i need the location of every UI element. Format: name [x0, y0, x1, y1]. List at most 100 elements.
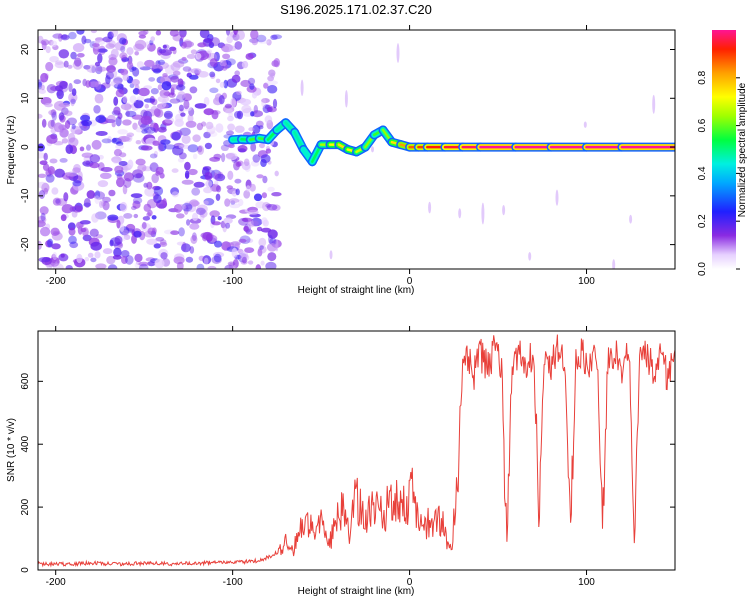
noise-blob — [53, 263, 64, 269]
noise-blob — [222, 53, 231, 60]
noise-blob — [264, 115, 273, 124]
noise-blob — [226, 130, 234, 136]
noise-blob — [138, 87, 150, 97]
noise-blob — [89, 81, 99, 88]
noise-blob — [95, 263, 107, 269]
spectrogram-y-label: Frequency (Hz) — [6, 116, 17, 185]
noise-blob — [73, 79, 82, 85]
noise-blob — [131, 205, 137, 211]
noise-blob — [97, 48, 108, 53]
noise-blob — [184, 204, 193, 210]
noise-blob — [169, 30, 179, 37]
noise-blob — [81, 119, 93, 127]
noise-blob — [159, 241, 168, 247]
noise-blob — [215, 193, 221, 201]
noise-blob — [232, 259, 239, 269]
noise-blob — [105, 74, 111, 85]
noise-blob — [40, 39, 50, 46]
noise-blob — [49, 158, 58, 164]
noise-blob — [245, 53, 254, 60]
noise-blob — [178, 227, 185, 237]
noise-blob — [141, 221, 147, 230]
noise-blob — [157, 126, 167, 133]
noise-blob — [174, 118, 184, 127]
noise-blob — [146, 238, 158, 245]
noise-blob — [209, 71, 216, 78]
noise-blob — [107, 31, 114, 40]
noise-blob — [86, 144, 91, 151]
noise-blob — [111, 156, 122, 164]
noise-blob — [64, 110, 73, 116]
noise-blob — [112, 158, 120, 165]
noise-blob — [196, 263, 205, 269]
noise-blob — [91, 43, 100, 47]
noise-blob — [161, 81, 172, 91]
noise-blob — [257, 248, 263, 257]
noise-blob — [203, 200, 209, 205]
noise-blob — [209, 210, 220, 218]
noise-blob — [229, 203, 241, 209]
noise-blob — [170, 75, 180, 83]
noise-blob — [55, 85, 64, 92]
noise-blob — [45, 174, 55, 183]
noise-blob — [251, 38, 258, 46]
noise-blob — [251, 110, 263, 118]
noise-blob — [219, 59, 228, 67]
noise-blob — [40, 212, 46, 222]
noise-blob — [81, 35, 87, 45]
noise-streak — [629, 214, 633, 224]
noise-blob — [196, 207, 206, 215]
noise-blob — [186, 219, 191, 226]
noise-blob — [181, 56, 187, 61]
noise-blob — [258, 237, 267, 247]
noise-blob — [246, 238, 254, 243]
noise-blob — [123, 178, 132, 188]
noise-blob — [203, 38, 213, 43]
noise-blob — [189, 223, 200, 230]
noise-blob — [231, 247, 238, 258]
noise-blob — [110, 48, 119, 59]
noise-blob — [71, 88, 77, 96]
noise-blob — [187, 168, 198, 176]
noise-blob — [240, 98, 252, 106]
noise-blob — [163, 44, 170, 50]
noise-blob — [160, 252, 168, 260]
noise-blob — [240, 260, 248, 265]
noise-blob — [204, 171, 213, 181]
noise-blob — [112, 75, 123, 85]
noise-blob — [189, 74, 199, 80]
noise-streak — [528, 251, 532, 261]
noise-blob — [213, 172, 218, 180]
noise-blob — [225, 222, 231, 229]
noise-blob — [262, 175, 268, 184]
noise-blob — [52, 33, 63, 39]
noise-blob — [54, 168, 65, 178]
noise-blob — [52, 252, 58, 260]
noise-blob — [63, 60, 69, 68]
noise-blob — [95, 39, 100, 44]
noise-blob — [133, 99, 144, 109]
noise-blob — [177, 91, 186, 100]
noise-blob — [66, 171, 78, 177]
noise-blob — [259, 245, 264, 250]
noise-blob — [216, 185, 222, 193]
noise-blob — [152, 68, 162, 74]
noise-blob — [197, 42, 207, 48]
noise-blob — [113, 96, 119, 106]
noise-blob — [135, 126, 144, 133]
x-tick-label: -200 — [46, 577, 66, 588]
noise-blob — [68, 235, 77, 245]
noise-blob — [247, 209, 259, 215]
noise-blob — [84, 257, 90, 262]
noise-blob — [176, 213, 185, 219]
noise-blob — [266, 106, 273, 113]
noise-blob — [206, 125, 216, 135]
noise-blob — [115, 89, 125, 98]
noise-blob — [68, 31, 77, 40]
noise-blob — [108, 40, 116, 48]
noise-blob — [70, 51, 77, 60]
noise-blob — [228, 45, 237, 52]
noise-blob — [114, 235, 123, 245]
